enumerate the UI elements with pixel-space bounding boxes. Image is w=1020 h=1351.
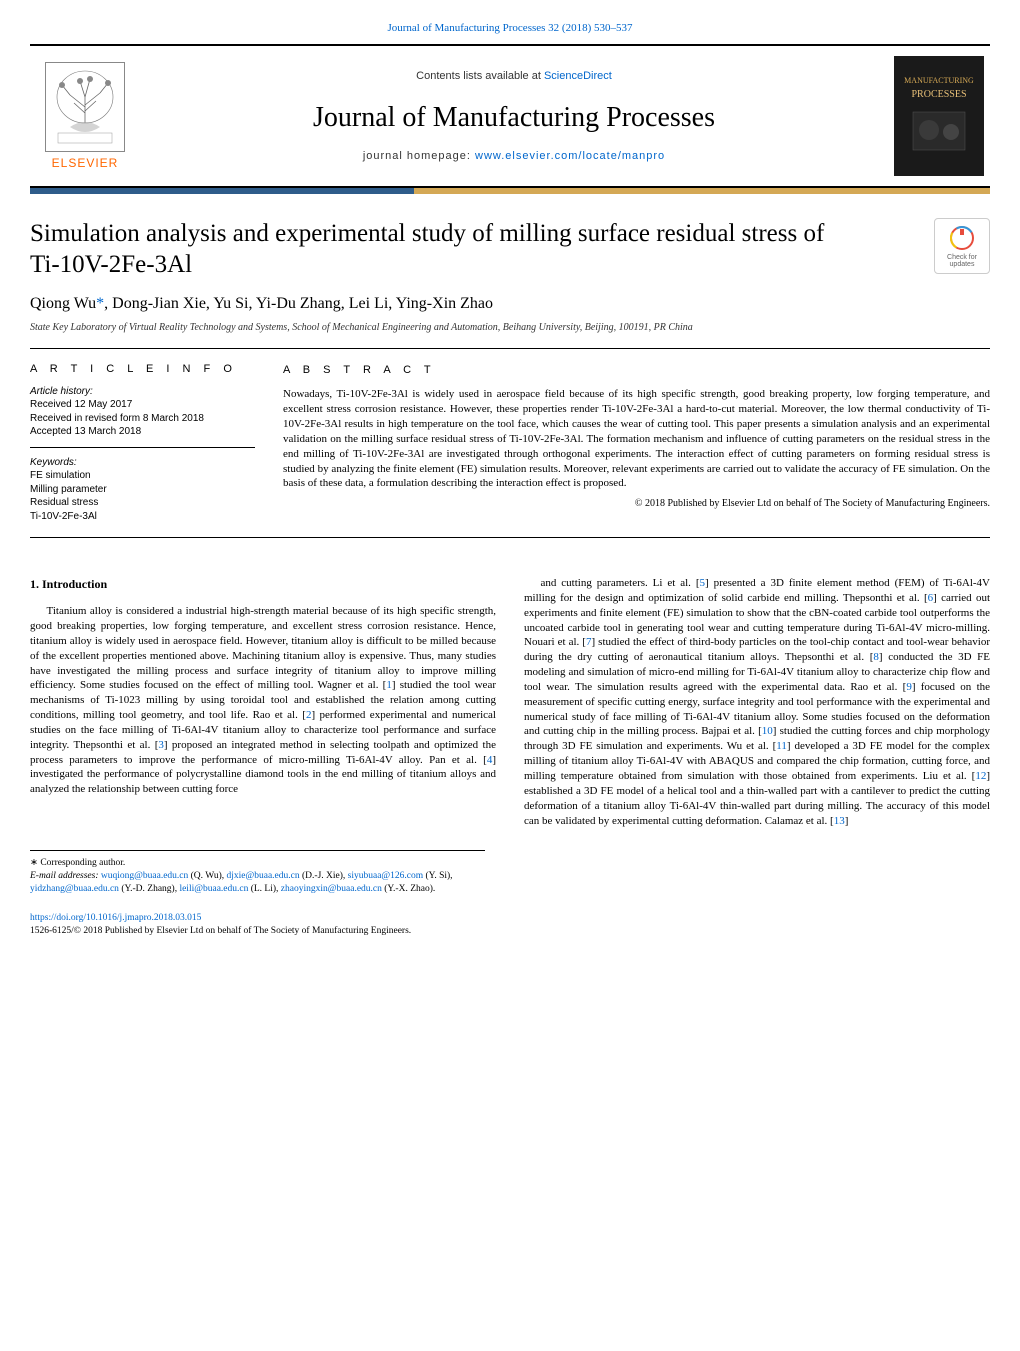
journal-name: Journal of Manufacturing Processes (140, 102, 888, 134)
citation-ref[interactable]: 4 (487, 754, 493, 766)
body-right-column: and cutting parameters. Li et al. [5] pr… (524, 576, 990, 828)
abstract-copyright: © 2018 Published by Elsevier Ltd on beha… (283, 497, 990, 511)
journal-citation: Journal of Manufacturing Processes 32 (2… (0, 0, 1020, 44)
email-link[interactable]: leili@buaa.edu.cn (179, 884, 248, 894)
elsevier-tree-icon (45, 62, 125, 152)
citation-ref[interactable]: 7 (586, 636, 592, 648)
article-info-heading: A R T I C L E I N F O (30, 363, 255, 375)
citation-ref[interactable]: 10 (762, 725, 773, 737)
citation-ref[interactable]: 3 (158, 739, 164, 751)
introduction-para-left: Titanium alloy is considered a industria… (30, 604, 496, 797)
email-link[interactable]: djxie@buaa.edu.cn (227, 871, 300, 881)
email-link[interactable]: siyubuaa@126.com (348, 871, 424, 881)
rule (30, 537, 990, 538)
article-info-sidebar: A R T I C L E I N F O Article history: R… (30, 363, 255, 524)
doi-link[interactable]: https://doi.org/10.1016/j.jmapro.2018.03… (30, 913, 201, 923)
elsevier-wordmark: ELSEVIER (52, 156, 119, 170)
abstract-column: A B S T R A C T Nowadays, Ti-10V-2Fe-3Al… (283, 363, 990, 524)
citation-ref[interactable]: 11 (776, 740, 787, 752)
citation-ref[interactable]: 8 (873, 651, 879, 663)
citation-ref[interactable]: 12 (975, 770, 986, 782)
issn-copyright: 1526-6125/© 2018 Published by Elsevier L… (30, 926, 411, 936)
body-left-column: 1. Introduction Titanium alloy is consid… (30, 576, 496, 828)
citation-ref[interactable]: 6 (928, 592, 934, 604)
doi-block: https://doi.org/10.1016/j.jmapro.2018.03… (30, 912, 990, 938)
citation-ref[interactable]: 1 (386, 679, 392, 691)
citation-ref[interactable]: 5 (700, 577, 706, 589)
masthead-color-bar (30, 188, 990, 194)
footnotes: ∗ Corresponding author. E-mail addresses… (30, 850, 485, 895)
abstract-heading: A B S T R A C T (283, 363, 990, 378)
check-updates-badge[interactable]: Check for updates (934, 218, 990, 274)
journal-homepage: journal homepage: www.elsevier.com/locat… (140, 150, 888, 162)
email-link[interactable]: wuqiong@buaa.edu.cn (101, 871, 188, 881)
article-title: Simulation analysis and experimental stu… (30, 218, 850, 281)
sciencedirect-link[interactable]: ScienceDirect (544, 70, 612, 82)
masthead: ELSEVIER Contents lists available at Sci… (30, 44, 990, 188)
email-link[interactable]: zhaoyingxin@buaa.edu.cn (281, 884, 382, 894)
email-addresses: E-mail addresses: wuqiong@buaa.edu.cn (Q… (30, 870, 485, 896)
check-updates-icon (949, 225, 975, 251)
publisher-logo: ELSEVIER (30, 46, 140, 186)
citation-ref[interactable]: 13 (834, 815, 845, 827)
star-icon: ∗ (30, 858, 38, 868)
abstract-text: Nowadays, Ti-10V-2Fe-3Al is widely used … (283, 387, 990, 491)
body-two-column: 1. Introduction Titanium alloy is consid… (30, 576, 990, 828)
authors: Qiong Wu*, Dong-Jian Xie, Yu Si, Yi-Du Z… (30, 295, 990, 313)
affiliation: State Key Laboratory of Virtual Reality … (30, 321, 990, 334)
homepage-link[interactable]: www.elsevier.com/locate/manpro (475, 150, 665, 162)
article-history: Article history: Received 12 May 2017 Re… (30, 385, 255, 448)
citation-ref[interactable]: 9 (906, 681, 912, 693)
email-link[interactable]: yidzhang@buaa.edu.cn (30, 884, 119, 894)
corresponding-star-icon: * (96, 295, 104, 312)
masthead-center: Contents lists available at ScienceDirec… (140, 46, 888, 186)
section-heading: 1. Introduction (30, 576, 496, 592)
journal-cover-thumb: MANUFACTURING PROCESSES (894, 56, 984, 176)
introduction-para-right: and cutting parameters. Li et al. [5] pr… (524, 576, 990, 828)
keywords-block: Keywords: FE simulation Milling paramete… (30, 456, 255, 524)
citation-ref[interactable]: 2 (306, 709, 312, 721)
contents-available: Contents lists available at ScienceDirec… (140, 70, 888, 82)
rule (30, 348, 990, 349)
